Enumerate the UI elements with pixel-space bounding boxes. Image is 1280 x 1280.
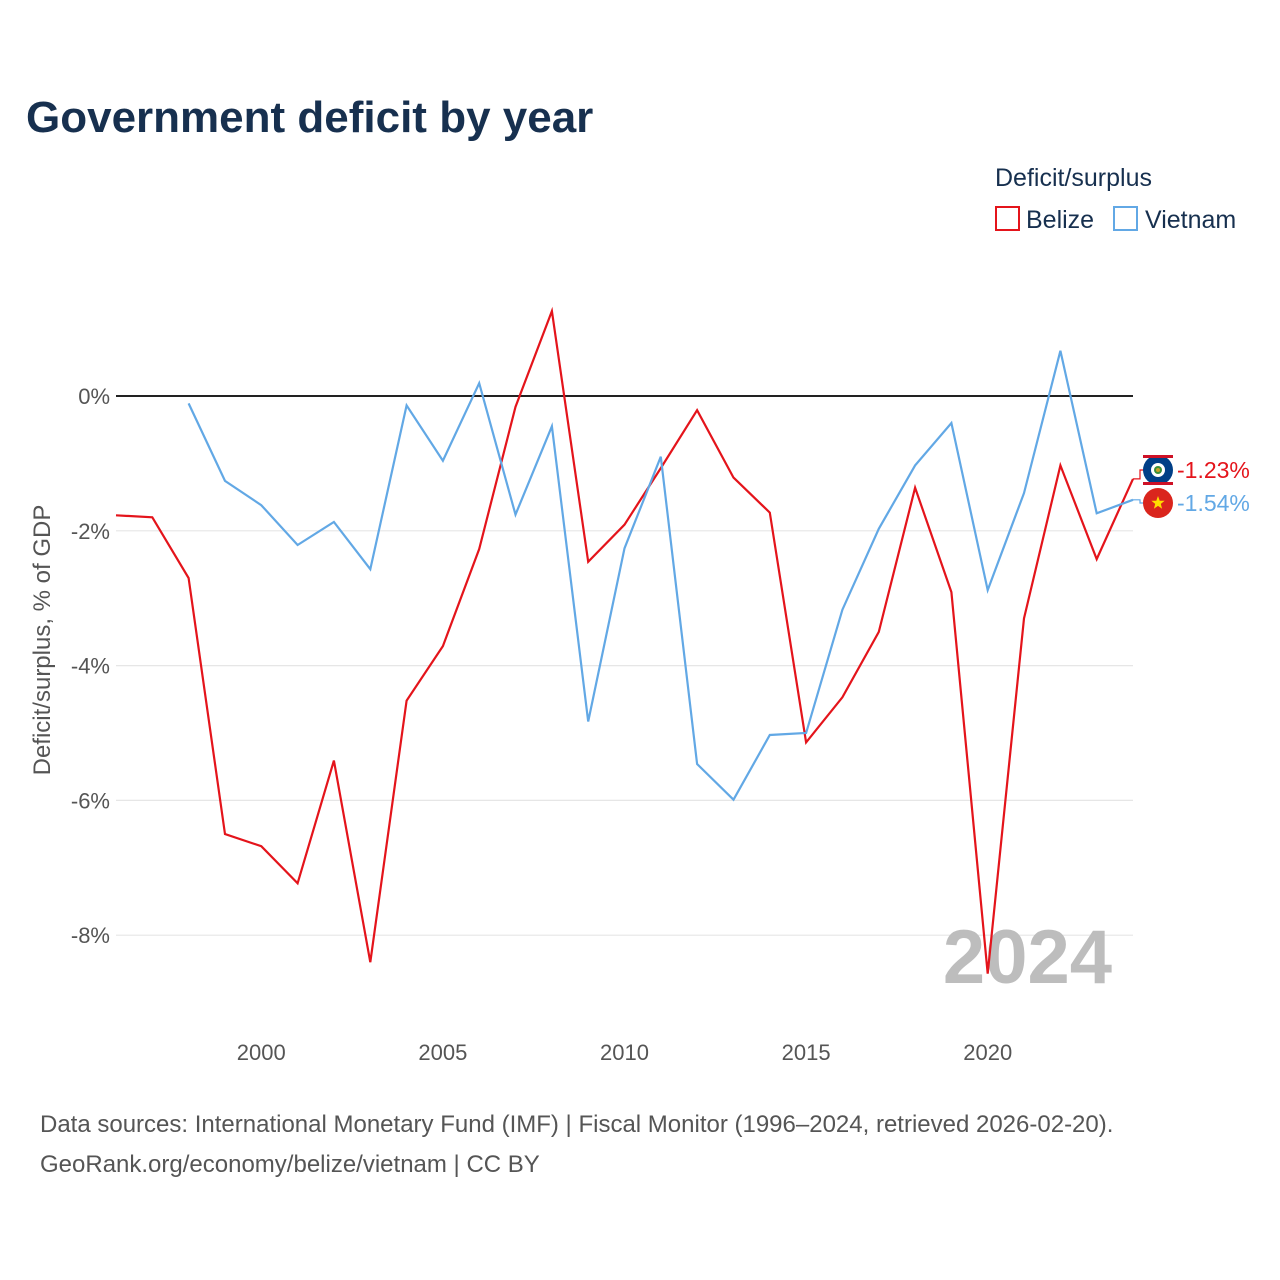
series-end-labels: -1.23% -1.54%	[1133, 455, 1250, 518]
vietnam-flag-icon	[1143, 488, 1173, 518]
end-connector-belize	[1133, 469, 1145, 480]
x-tick-label: 2000	[237, 1040, 286, 1065]
chart-title: Government deficit by year	[26, 93, 593, 142]
series-line-belize	[115, 306, 1135, 974]
series-line-vietnam	[187, 350, 1134, 802]
y-tick-label: 0%	[78, 384, 110, 409]
end-label-vietnam: -1.54%	[1177, 490, 1250, 516]
legend-swatch-belize	[995, 206, 1020, 231]
legend-item-vietnam[interactable]: Vietnam	[1113, 206, 1236, 234]
y-axis-ticks: 0% -2% -4% -6% -8%	[71, 384, 110, 948]
legend-item-belize[interactable]: Belize	[995, 206, 1094, 234]
x-axis-ticks: 2000 2005 2010 2015 2020	[237, 1040, 1012, 1065]
x-tick-label: 2010	[600, 1040, 649, 1065]
legend-label-belize: Belize	[1026, 206, 1094, 234]
x-tick-label: 2005	[418, 1040, 467, 1065]
series-lines	[115, 306, 1135, 974]
legend-swatch-vietnam	[1113, 206, 1138, 231]
end-connector-vietnam	[1133, 499, 1145, 504]
belize-flag-icon	[1143, 455, 1173, 485]
y-tick-label: -8%	[71, 923, 110, 948]
legend-label-vietnam: Vietnam	[1145, 206, 1236, 234]
legend-title: Deficit/surplus	[995, 164, 1152, 192]
year-watermark: 2024	[943, 915, 1112, 1000]
source-line-2[interactable]: GeoRank.org/economy/belize/vietnam | CC …	[40, 1151, 540, 1178]
end-label-belize: -1.23%	[1177, 457, 1250, 483]
y-tick-label: -6%	[71, 788, 110, 813]
y-tick-label: -4%	[71, 654, 110, 679]
y-axis-label: Deficit/surplus, % of GDP	[29, 505, 56, 776]
x-tick-label: 2020	[963, 1040, 1012, 1065]
y-tick-label: -2%	[71, 519, 110, 544]
legend: Deficit/surplus Belize Vietnam	[995, 164, 1236, 234]
x-tick-label: 2015	[782, 1040, 831, 1065]
source-line-1: Data sources: International Monetary Fun…	[40, 1111, 1113, 1138]
